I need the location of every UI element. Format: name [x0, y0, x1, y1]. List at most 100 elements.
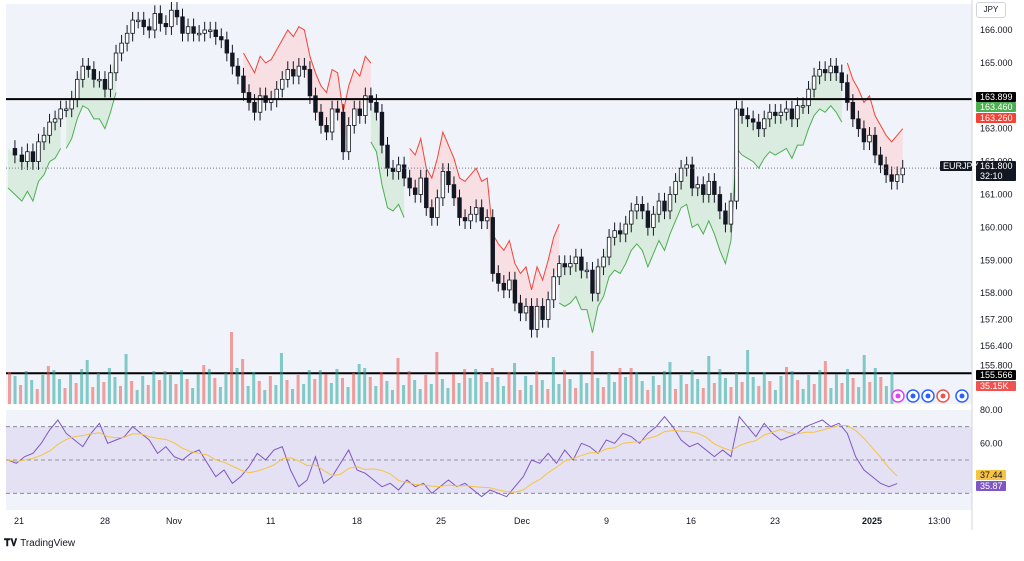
price-panel[interactable]	[6, 2, 972, 404]
candle-body	[185, 26, 191, 34]
candle-body	[784, 108, 789, 113]
volume-bar	[263, 390, 267, 404]
candle-body	[867, 134, 872, 143]
candle-body	[246, 92, 252, 103]
volume-bar	[202, 365, 206, 404]
candle-body	[329, 108, 335, 133]
volume-bar	[285, 380, 289, 404]
indicator-icon-2-dot	[925, 393, 931, 399]
time-label: 13:00	[928, 516, 951, 526]
candle-body	[141, 19, 146, 28]
rsi-line	[7, 415, 898, 498]
indicator-icon-4-dot	[959, 393, 965, 399]
price-axis[interactable]: 166.000165.000164.000163.000162.000161.0…	[971, 0, 1013, 530]
price-tick-label: 163.000	[980, 124, 1013, 134]
volume-bar	[857, 387, 861, 404]
candle-body	[806, 88, 811, 107]
rsi-panel	[6, 410, 972, 510]
candle-body	[512, 279, 518, 304]
candle-body	[640, 203, 645, 212]
candle-body	[540, 305, 545, 320]
candle-body	[579, 256, 584, 271]
volume-bar	[174, 384, 178, 404]
symbol-tag	[940, 161, 972, 171]
volume-bar	[674, 389, 677, 404]
candle-body	[651, 213, 656, 228]
price-tag-label: 155.566	[980, 370, 1013, 380]
supertrend-line-0	[7, 148, 62, 203]
candle-body	[612, 230, 617, 238]
candle-body	[412, 187, 418, 195]
candle-body	[180, 16, 185, 34]
candle-body	[363, 95, 368, 116]
time-axis[interactable]: 21 28 Nov 11 18 25 Dec 9 16 23 2025 13:00	[14, 516, 951, 526]
volume-bar	[41, 375, 45, 404]
candle-body	[25, 151, 30, 162]
volume-bar	[679, 375, 683, 404]
candle-body	[75, 78, 80, 100]
candle-body	[424, 177, 429, 209]
candle-body	[446, 171, 451, 186]
supertrend-fill-7	[847, 62, 903, 182]
candle-body	[257, 95, 263, 113]
candle-body	[174, 9, 180, 18]
candle-body	[872, 134, 878, 156]
supertrend-fill-4	[409, 131, 560, 330]
volume-bar	[268, 376, 272, 404]
price-tag	[976, 102, 1016, 112]
supertrend-line-6	[730, 104, 843, 241]
volume-bar	[812, 384, 816, 404]
time-label: 25	[436, 516, 446, 526]
volume-bar	[407, 371, 411, 404]
candle-body	[418, 177, 423, 195]
candle-body	[102, 78, 108, 90]
price-tag-label: 163.460	[980, 102, 1013, 112]
volume-bar	[762, 372, 766, 404]
candle-body	[529, 305, 534, 330]
volume-bar	[218, 387, 222, 404]
candle-body	[518, 302, 523, 314]
volume-bar	[546, 389, 550, 404]
candle-body	[750, 118, 756, 123]
candle-body	[551, 276, 556, 301]
candle-body	[667, 194, 673, 212]
candle-body	[202, 29, 207, 34]
candle-body	[695, 184, 700, 189]
volume-bar	[696, 379, 700, 404]
supertrend-line-4	[409, 130, 560, 291]
candle-body	[883, 164, 889, 176]
rsi-tag-label: 35.87	[980, 481, 1003, 491]
volume-bar	[607, 373, 611, 404]
volume-bar	[24, 371, 28, 404]
countdown-label: 32:10	[980, 171, 1003, 181]
volume-bar	[19, 385, 23, 404]
volume-bar	[551, 357, 555, 404]
candle-body	[58, 108, 63, 120]
volume-bar	[35, 389, 39, 404]
volume-bar	[252, 372, 256, 404]
candle-body	[335, 108, 340, 113]
volume-bar	[834, 374, 838, 404]
candle-body	[800, 105, 806, 108]
price-tick-label: 156.400	[980, 341, 1013, 351]
time-label: 9	[604, 516, 609, 526]
supertrend-line-1	[65, 92, 117, 149]
volume-bar	[485, 382, 489, 404]
currency-button[interactable]: JPY	[976, 2, 1006, 18]
volume-bar	[829, 388, 833, 404]
candle-body	[224, 39, 230, 54]
volume-bar	[790, 371, 794, 404]
volume-bar	[413, 380, 417, 404]
candle-body	[80, 65, 85, 80]
volume-bar	[185, 379, 189, 404]
price-tag	[976, 381, 1016, 391]
price-tag	[976, 113, 1016, 123]
volume-bar	[46, 366, 50, 404]
indicator-icons[interactable]	[891, 389, 969, 403]
volume-bar	[862, 355, 866, 404]
volume-bar	[396, 358, 400, 404]
price-tag-label: 163.260	[980, 113, 1013, 123]
volume-bar	[346, 387, 350, 404]
